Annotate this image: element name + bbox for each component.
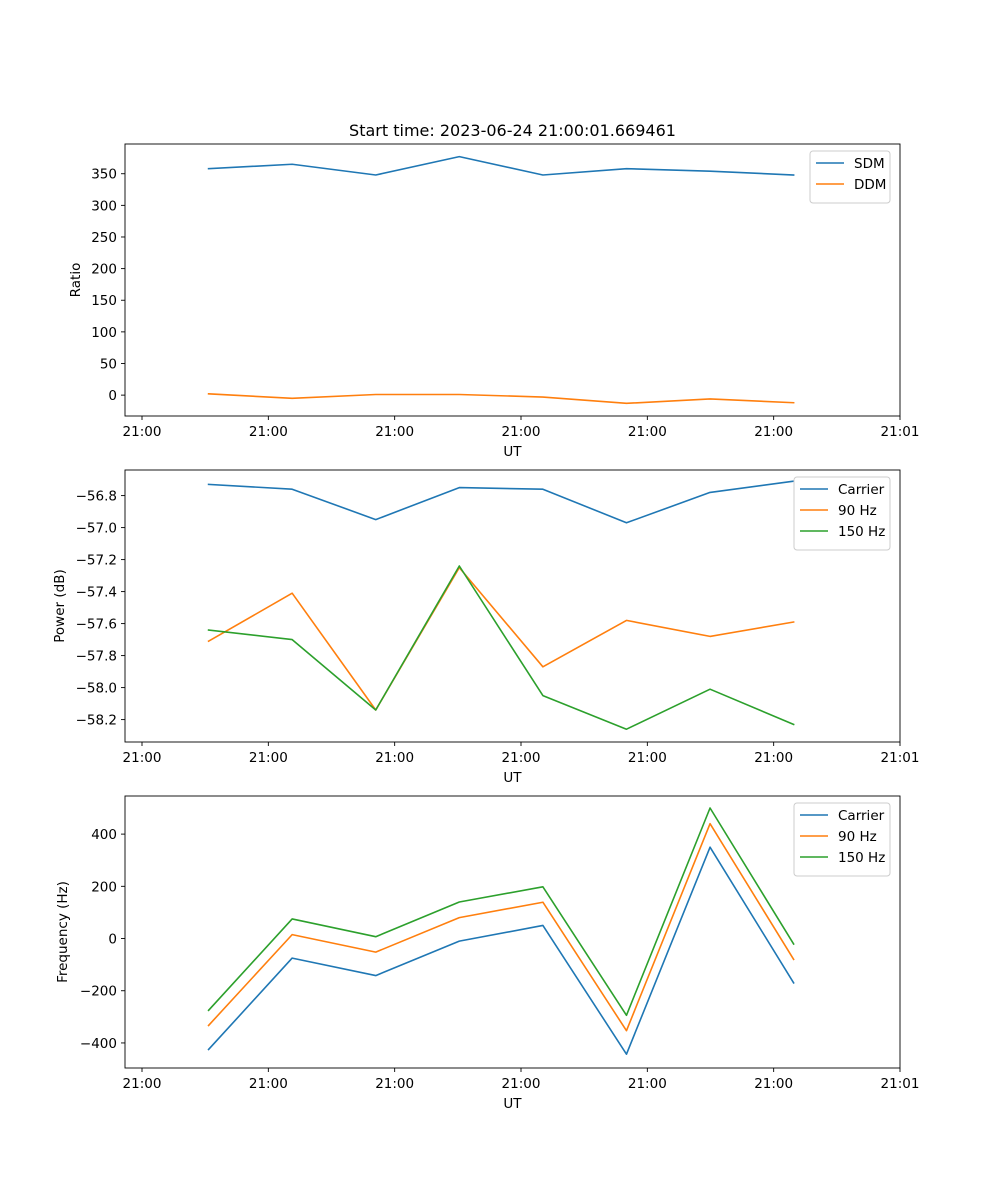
y-tick-label: 0 [108,932,117,948]
y-tick-label: 200 [91,262,117,278]
y-axis-label: Frequency (Hz) [55,881,71,983]
x-tick-label: 21:00 [249,750,288,766]
power-panel: UT Power (dB) 21:00 21:00 21:00 21:00 21:00 2… [52,469,920,786]
x-axis-label: UT [503,1096,522,1112]
x-tick-label: 21:00 [628,1076,667,1092]
legend-label: 150 Hz [838,850,885,866]
x-tick-label: 21:00 [754,750,793,766]
legend-box [809,150,891,204]
series-line-90-hz [207,566,795,711]
y-tick-label: 50 [100,356,117,372]
x-tick-label: 21:00 [123,750,162,766]
x-tick-label: 21:00 [754,1076,793,1092]
y-tick-label: −57.4 [76,585,117,601]
x-tick-label: 21:00 [502,1076,541,1092]
series-line-90-hz [207,822,795,1032]
y-tick-label: 0 [108,388,117,404]
y-tick-label: −200 [80,984,117,1000]
x-axis-label: UT [503,444,522,460]
legend-label: Carrier [838,808,885,824]
y-tick-label: 200 [91,879,117,895]
x-tick-label: 21:01 [881,750,920,766]
y-tick-label: 150 [91,293,117,309]
legend-label: 90 Hz [838,829,877,845]
x-tick-label: 21:00 [502,424,541,440]
x-tick-label: 21:00 [754,424,793,440]
y-tick-label: −58.2 [76,713,117,729]
y-tick-label: 300 [91,198,117,214]
y-tick-label: −400 [80,1036,117,1052]
legend-label: SDM [854,156,885,172]
y-axis-label: Power (dB) [52,569,68,642]
series-line-sdm [207,155,795,176]
x-axis-label: UT [503,770,522,786]
x-tick-label: 21:01 [881,1076,920,1092]
y-tick-label: −57.6 [76,617,117,633]
legend-label: DDM [854,177,886,193]
frequency-panel: UT Frequency (Hz) 21:00 21:00 21:00 21:00 21… [55,795,920,1112]
x-tick-label: 21:00 [249,1076,288,1092]
x-tick-label: 21:00 [375,1076,414,1092]
legend-label: 150 Hz [838,524,885,540]
x-tick-label: 21:01 [881,424,920,440]
y-tick-label: −56.8 [76,489,117,505]
ratio-panel: Start time: 2023-06-24 21:00:01.669461 U… [68,121,919,460]
series-line-150-hz [207,565,795,731]
y-tick-label: −57.8 [76,649,117,665]
x-tick-label: 21:00 [249,424,288,440]
x-tick-label: 21:00 [375,750,414,766]
legend-label: 90 Hz [838,503,877,519]
axes-frame [124,469,901,743]
y-tick-label: 100 [91,325,117,341]
x-tick-label: 21:00 [375,424,414,440]
series-line-150-hz [207,807,795,1017]
x-tick-label: 21:00 [628,424,667,440]
y-tick-label: −57.2 [76,553,117,569]
axes-frame [124,143,901,417]
y-tick-label: 250 [91,230,117,246]
y-tick-label: −57.0 [76,521,117,537]
series-line-carrier [207,846,795,1055]
x-tick-label: 21:00 [628,750,667,766]
y-tick-label: 350 [91,167,117,183]
x-tick-label: 21:00 [123,1076,162,1092]
chart-title: Start time: 2023-06-24 21:00:01.669461 [349,121,676,140]
y-tick-label: 400 [91,827,117,843]
legend-label: Carrier [838,482,885,498]
y-axis-label: Ratio [68,263,84,298]
x-tick-label: 21:00 [502,750,541,766]
series-line-ddm [207,393,795,405]
series-line-carrier [207,480,795,524]
axes-frame [124,795,901,1069]
x-tick-label: 21:00 [123,424,162,440]
y-tick-label: −58.0 [76,681,117,697]
